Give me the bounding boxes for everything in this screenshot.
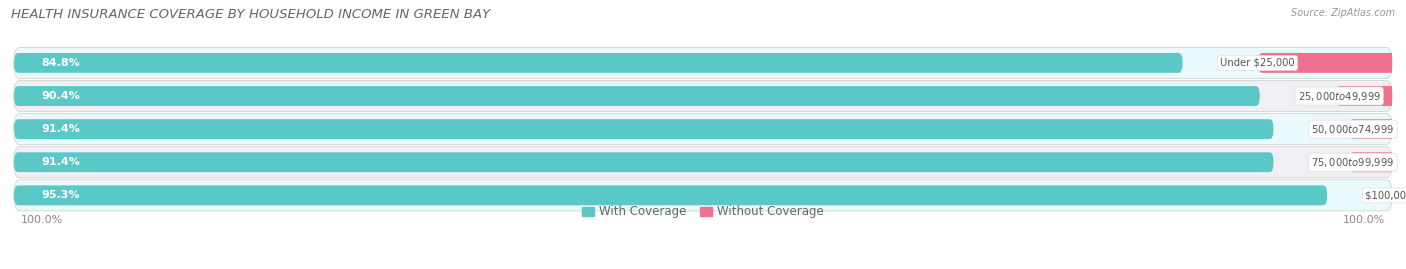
Text: Source: ZipAtlas.com: Source: ZipAtlas.com <box>1291 8 1395 18</box>
FancyBboxPatch shape <box>1336 86 1406 106</box>
FancyBboxPatch shape <box>1258 53 1406 73</box>
Text: $25,000 to $49,999: $25,000 to $49,999 <box>1298 90 1381 102</box>
Text: 91.4%: 91.4% <box>42 124 80 134</box>
Text: $75,000 to $99,999: $75,000 to $99,999 <box>1312 156 1395 169</box>
Text: HEALTH INSURANCE COVERAGE BY HOUSEHOLD INCOME IN GREEN BAY: HEALTH INSURANCE COVERAGE BY HOUSEHOLD I… <box>11 8 491 21</box>
FancyBboxPatch shape <box>1350 152 1406 172</box>
Text: 95.3%: 95.3% <box>42 190 80 200</box>
FancyBboxPatch shape <box>14 147 1392 178</box>
FancyBboxPatch shape <box>14 80 1392 112</box>
FancyBboxPatch shape <box>14 152 1274 172</box>
FancyBboxPatch shape <box>14 119 1274 139</box>
FancyBboxPatch shape <box>14 180 1392 211</box>
Text: 90.4%: 90.4% <box>42 91 80 101</box>
FancyBboxPatch shape <box>14 86 1260 106</box>
FancyBboxPatch shape <box>1403 185 1406 205</box>
Text: $100,000 and over: $100,000 and over <box>1365 190 1406 200</box>
FancyBboxPatch shape <box>14 47 1392 79</box>
Text: 91.4%: 91.4% <box>42 157 80 167</box>
Text: 84.8%: 84.8% <box>42 58 80 68</box>
FancyBboxPatch shape <box>14 53 1182 73</box>
Legend: With Coverage, Without Coverage: With Coverage, Without Coverage <box>578 201 828 223</box>
FancyBboxPatch shape <box>14 114 1392 145</box>
Text: $50,000 to $74,999: $50,000 to $74,999 <box>1312 123 1395 136</box>
Text: 100.0%: 100.0% <box>1343 215 1385 225</box>
FancyBboxPatch shape <box>14 185 1327 205</box>
Text: 100.0%: 100.0% <box>21 215 63 225</box>
FancyBboxPatch shape <box>1350 119 1406 139</box>
Text: Under $25,000: Under $25,000 <box>1220 58 1295 68</box>
